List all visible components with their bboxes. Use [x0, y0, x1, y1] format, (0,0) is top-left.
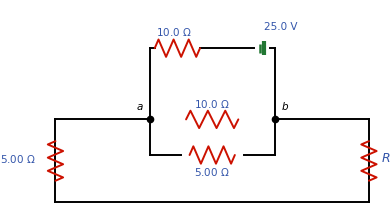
- Text: 5.00 $\Omega$: 5.00 $\Omega$: [0, 153, 36, 165]
- Text: 25.0 V: 25.0 V: [264, 21, 298, 32]
- Text: $R$: $R$: [381, 152, 391, 166]
- Text: $b$: $b$: [281, 100, 289, 112]
- Text: 10.0 $\Omega$: 10.0 $\Omega$: [156, 26, 192, 38]
- Text: 5.00 $\Omega$: 5.00 $\Omega$: [194, 166, 230, 178]
- Text: $a$: $a$: [136, 102, 143, 112]
- Text: 10.0 $\Omega$: 10.0 $\Omega$: [194, 97, 230, 110]
